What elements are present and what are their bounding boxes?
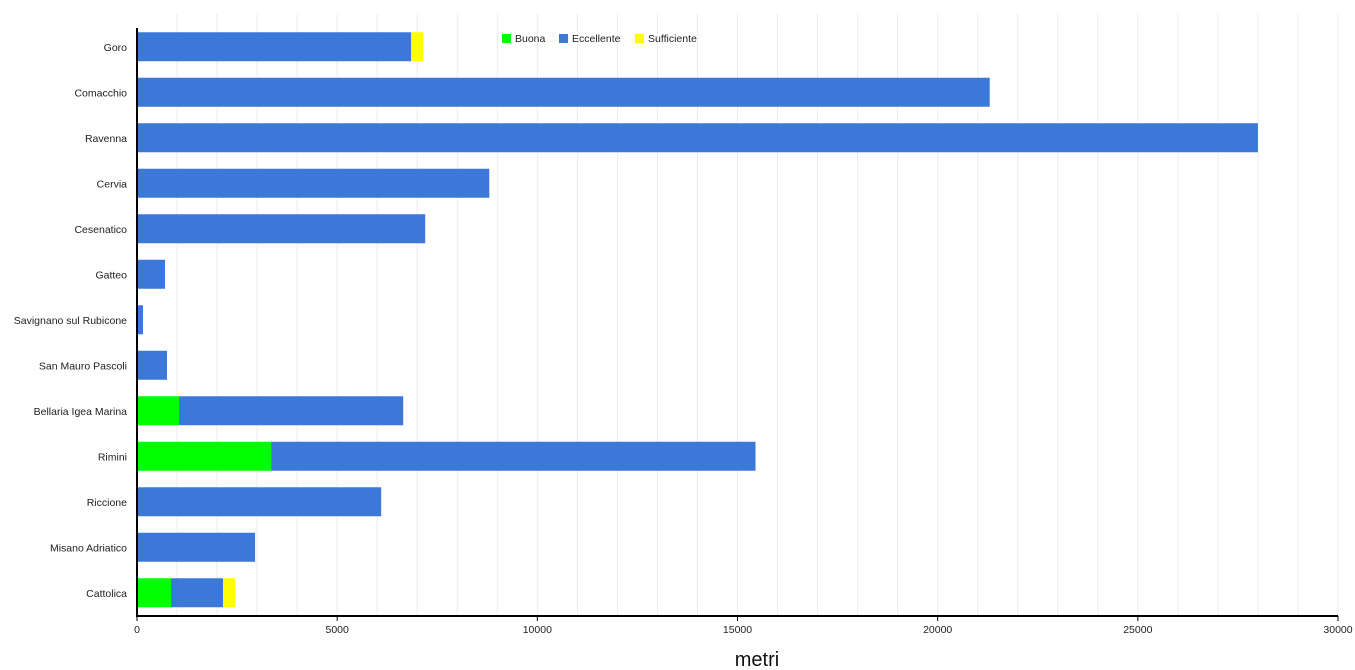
category-label: Bellaria Igea Marina (34, 406, 128, 418)
category-label: Gatteo (95, 269, 127, 281)
legend-label-buona: Buona (515, 33, 546, 45)
bar-buona-bellaria-igea-marina (137, 396, 180, 426)
bar-sufficiente-goro (411, 32, 424, 62)
category-label: Comacchio (74, 87, 127, 99)
grid-lines (176, 14, 1339, 616)
bar-eccellente-misano-adriatico (137, 532, 256, 562)
bar-eccellente-cattolica (171, 578, 224, 608)
x-tick-label: 0 (134, 624, 140, 636)
bar-buona-cattolica (137, 578, 172, 608)
category-label: Riccione (87, 497, 127, 509)
category-label: Savignano sul Rubicone (14, 315, 127, 327)
category-labels: Goro Comacchio Ravenna Cervia Cesenatico Gatt… (14, 42, 127, 600)
bars-group (137, 32, 1258, 608)
legend-label-eccellente: Eccellente (572, 33, 621, 45)
bar-eccellente-san-mauro-pascoli (137, 350, 168, 380)
x-tick-label: 15000 (723, 624, 752, 636)
bar-eccellente-comacchio (137, 77, 990, 107)
category-label: Cattolica (86, 588, 127, 600)
category-label: Misano Adriatico (50, 542, 127, 554)
bar-eccellente-rimini (271, 441, 756, 471)
bar-eccellente-bellaria-igea-marina (179, 396, 404, 426)
legend-swatch-sufficiente (635, 34, 644, 43)
legend-label-sufficiente: Sufficiente (648, 33, 697, 45)
legend-swatch-eccellente (559, 34, 568, 43)
bar-eccellente-riccione (137, 487, 382, 517)
x-axis-title: metri (735, 649, 779, 670)
category-label: Rimini (98, 451, 127, 463)
bar-eccellente-cesenatico (137, 214, 426, 244)
x-tick-label: 5000 (325, 624, 349, 636)
category-label: Ravenna (85, 133, 127, 145)
x-tick-label: 30000 (1323, 624, 1352, 636)
bar-buona-rimini (137, 441, 272, 471)
category-label: Goro (104, 42, 128, 54)
category-label: San Mauro Pascoli (39, 360, 127, 372)
category-label: Cervia (97, 178, 128, 190)
bar-eccellente-goro (137, 32, 412, 62)
x-tick-label: 10000 (523, 624, 552, 636)
legend-swatch-buona (502, 34, 511, 43)
x-tick-labels: 0 5000 10000 15000 20000 25000 30000 (134, 624, 1353, 636)
bar-eccellente-cervia (137, 168, 490, 198)
bar-eccellente-ravenna (137, 123, 1258, 153)
bar-sufficiente-cattolica (223, 578, 236, 608)
x-tick-label: 25000 (1123, 624, 1152, 636)
bar-eccellente-gatteo (137, 259, 166, 289)
category-label: Cesenatico (74, 224, 127, 236)
bar-eccellente-savignano-sul-rubicone (137, 305, 144, 335)
axes (136, 28, 1339, 621)
x-tick-label: 20000 (923, 624, 952, 636)
legend: Buona Eccellente Sufficiente (502, 33, 697, 45)
